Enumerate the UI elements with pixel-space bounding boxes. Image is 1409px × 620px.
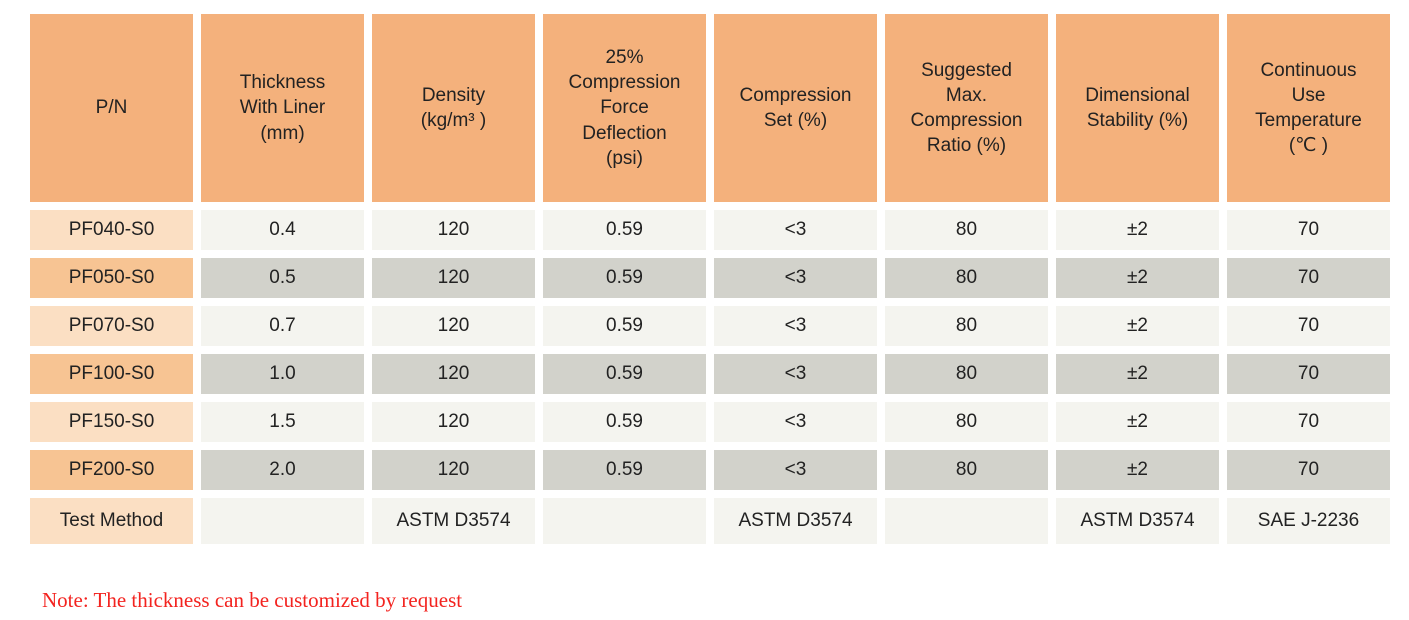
row-label-cell: PF050-S0 <box>30 258 193 298</box>
table-cell: 0.5 <box>201 258 364 298</box>
table-row: PF150-S0 1.5 120 0.59 <3 80 ±2 70 <box>30 402 1390 442</box>
header-cell-compression-set: Compression Set (%) <box>714 14 877 202</box>
table-cell: ±2 <box>1056 402 1219 442</box>
table-cell: 0.4 <box>201 210 364 250</box>
table-cell: ±2 <box>1056 450 1219 490</box>
table-cell: <3 <box>714 306 877 346</box>
row-label-cell: PF100-S0 <box>30 354 193 394</box>
thickness-note: Note: The thickness can be customized by… <box>42 588 463 612</box>
table-cell: 0.59 <box>543 402 706 442</box>
table-cell: 70 <box>1227 402 1390 442</box>
table-row: PF200-S0 2.0 120 0.59 <3 80 ±2 70 <box>30 450 1390 490</box>
table-row: PF050-S0 0.5 120 0.59 <3 80 ±2 70 <box>30 258 1390 298</box>
table-body: PF040-S0 0.4 120 0.59 <3 80 ±2 70 PF050-S0 0.5 120… <box>30 210 1390 544</box>
table-cell: 80 <box>885 354 1048 394</box>
table-cell: 70 <box>1227 354 1390 394</box>
table-cell: <3 <box>714 450 877 490</box>
table-cell <box>885 498 1048 544</box>
table-cell: 80 <box>885 450 1048 490</box>
table-cell: 0.59 <box>543 210 706 250</box>
table-cell: <3 <box>714 210 877 250</box>
table-cell: 0.59 <box>543 450 706 490</box>
row-label-cell: PF070-S0 <box>30 306 193 346</box>
table-cell: ±2 <box>1056 306 1219 346</box>
table-cell: ASTM D3574 <box>1056 498 1219 544</box>
header-cell-thickness: Thickness With Liner (mm) <box>201 14 364 202</box>
header-cell-compression-force-deflection: 25% Compression Force Deflection (psi) <box>543 14 706 202</box>
table-cell: ±2 <box>1056 210 1219 250</box>
header-cell-max-compression-ratio: Suggested Max. Compression Ratio (%) <box>885 14 1048 202</box>
table-cell: 0.59 <box>543 354 706 394</box>
table-cell: 70 <box>1227 306 1390 346</box>
table-cell: 2.0 <box>201 450 364 490</box>
header-cell-density: Density (kg/m³ ) <box>372 14 535 202</box>
row-label-cell: PF040-S0 <box>30 210 193 250</box>
header-row: P/N Thickness With Liner (mm) Density (k… <box>30 14 1390 202</box>
table-cell: 120 <box>372 258 535 298</box>
table-cell: 0.7 <box>201 306 364 346</box>
table-cell: ±2 <box>1056 354 1219 394</box>
table-cell <box>201 498 364 544</box>
table-cell <box>543 498 706 544</box>
table-row: PF100-S0 1.0 120 0.59 <3 80 ±2 70 <box>30 354 1390 394</box>
table-header: P/N Thickness With Liner (mm) Density (k… <box>30 14 1390 202</box>
test-method-row: Test Method ASTM D3574 ASTM D3574 ASTM D357… <box>30 498 1390 544</box>
table-cell: 120 <box>372 450 535 490</box>
table-cell: <3 <box>714 402 877 442</box>
table-cell: 80 <box>885 306 1048 346</box>
table-cell: 1.0 <box>201 354 364 394</box>
table-cell: ASTM D3574 <box>714 498 877 544</box>
table-cell: 80 <box>885 402 1048 442</box>
header-cell-continuous-use-temperature: Continuous Use Temperature (℃ ) <box>1227 14 1390 202</box>
table-cell: 70 <box>1227 210 1390 250</box>
table-cell: <3 <box>714 258 877 298</box>
table-cell: <3 <box>714 354 877 394</box>
table-cell: ASTM D3574 <box>372 498 535 544</box>
table-cell: SAE J-2236 <box>1227 498 1390 544</box>
table-row: PF070-S0 0.7 120 0.59 <3 80 ±2 70 <box>30 306 1390 346</box>
header-cell-dimensional-stability: Dimensional Stability (%) <box>1056 14 1219 202</box>
row-label-cell: PF150-S0 <box>30 402 193 442</box>
row-label-cell: Test Method <box>30 498 193 544</box>
table-cell: ±2 <box>1056 258 1219 298</box>
row-label-cell: PF200-S0 <box>30 450 193 490</box>
table-cell: 70 <box>1227 258 1390 298</box>
table-row: PF040-S0 0.4 120 0.59 <3 80 ±2 70 <box>30 210 1390 250</box>
table-cell: 80 <box>885 258 1048 298</box>
table-cell: 120 <box>372 402 535 442</box>
table-cell: 120 <box>372 354 535 394</box>
product-spec-table: P/N Thickness With Liner (mm) Density (k… <box>22 6 1398 552</box>
header-cell-pn: P/N <box>30 14 193 202</box>
table-cell: 120 <box>372 306 535 346</box>
table-cell: 120 <box>372 210 535 250</box>
table-cell: 80 <box>885 210 1048 250</box>
table-cell: 70 <box>1227 450 1390 490</box>
table-cell: 0.59 <box>543 306 706 346</box>
table-cell: 1.5 <box>201 402 364 442</box>
table-cell: 0.59 <box>543 258 706 298</box>
